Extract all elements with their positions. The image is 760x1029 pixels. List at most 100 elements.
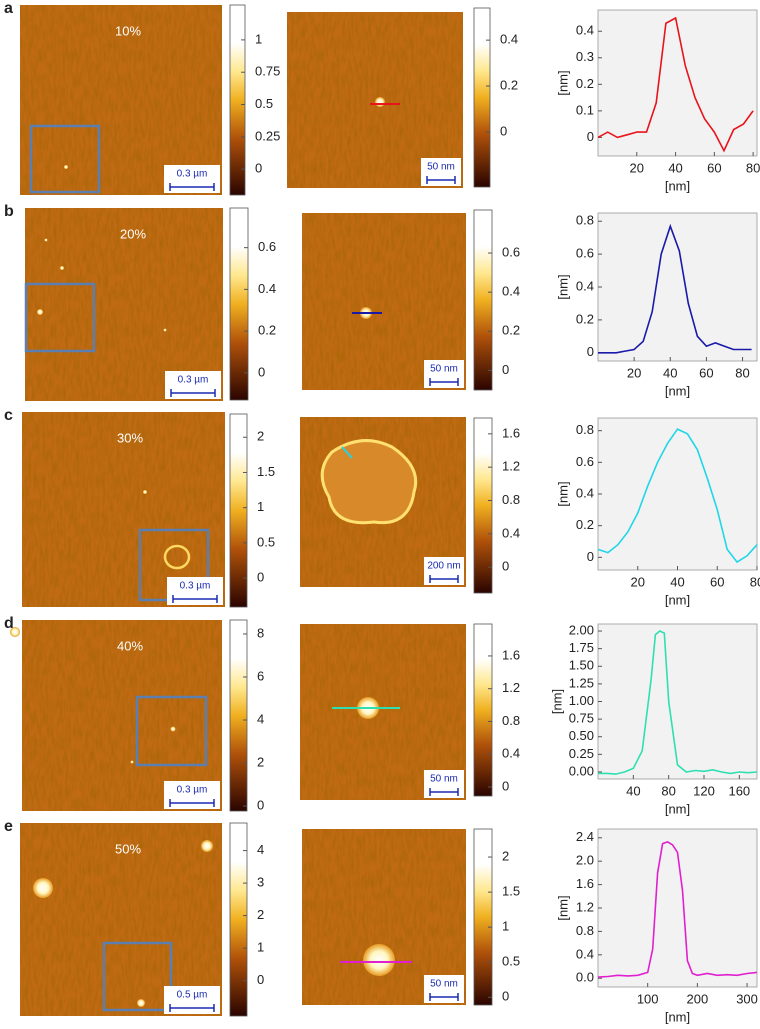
colorbar-tick-label: 4 xyxy=(257,711,264,726)
colorbar-tick-label: 3 xyxy=(257,875,264,890)
y-tick-label: 0.6 xyxy=(576,454,594,469)
colorbar-tick-label: 0 xyxy=(502,989,509,1004)
x-axis-label: [nm] xyxy=(665,801,690,816)
scale-bar-label: 0.3 µm xyxy=(177,785,208,796)
y-tick-label: 0.4 xyxy=(576,278,594,293)
x-tick-label: 100 xyxy=(637,991,659,1006)
colorbar-tick-label: 0.4 xyxy=(502,284,520,299)
colorbar-tick-label: 0 xyxy=(257,797,264,812)
colorbar-tick-label: 2 xyxy=(257,754,264,769)
colorbar-tick-label: 1.6 xyxy=(502,647,520,662)
x-tick-label: 20 xyxy=(630,160,644,175)
y-tick-label: 0.4 xyxy=(576,485,594,500)
plot-area xyxy=(597,9,758,157)
colorbar-tick-label: 0 xyxy=(502,778,509,793)
profile-curve xyxy=(597,428,758,564)
x-tick-label: 40 xyxy=(663,365,677,380)
colorbar-tick-label: 1.6 xyxy=(502,425,520,440)
panel-label: b xyxy=(4,203,14,220)
y-tick-label: 0.25 xyxy=(569,746,594,761)
colorbar-tick-label: 1.5 xyxy=(502,884,520,899)
colorbar-tick-label: 0.2 xyxy=(258,323,276,338)
y-tick-label: 1.25 xyxy=(569,675,594,690)
scale-bar-label: 0.3 µm xyxy=(180,581,211,592)
y-tick-label: 0.8 xyxy=(576,923,594,938)
panel-label: c xyxy=(4,407,13,424)
x-tick-label: 120 xyxy=(693,783,715,798)
colorbar-tick-label: 0.6 xyxy=(502,244,520,259)
afm-feature xyxy=(130,760,134,764)
colorbar-tick-label: 0.25 xyxy=(255,128,280,143)
colorbar-tick-label: 0 xyxy=(255,161,262,176)
afm-texture xyxy=(22,412,225,607)
scale-bar-label: 0.3 µm xyxy=(178,375,209,386)
scale-bar-bg xyxy=(167,577,223,605)
y-axis-label: [nm] xyxy=(555,481,570,506)
colorbar-tick-label: 0.5 xyxy=(257,534,275,549)
afm-feature xyxy=(37,309,43,315)
colorbar-tick-label: 0.4 xyxy=(502,746,520,761)
selection-box xyxy=(29,124,101,194)
colorbar-tick-label: 1.5 xyxy=(257,464,275,479)
scale-bar-label: 50 nm xyxy=(430,774,458,785)
afm-feature xyxy=(163,328,167,332)
y-tick-label: 0.8 xyxy=(576,422,594,437)
x-tick-label: 40 xyxy=(626,783,640,798)
afm-feature xyxy=(44,238,48,242)
afm-texture xyxy=(20,5,222,195)
colorbar-tick-label: 0.2 xyxy=(500,77,518,92)
x-tick-label: 200 xyxy=(687,991,709,1006)
y-tick-label: 0.2 xyxy=(576,76,594,91)
scale-bar-bg xyxy=(164,781,220,809)
colorbar-tick-label: 4 xyxy=(257,842,264,857)
afm-feature xyxy=(163,544,191,570)
colorbar-tick-label: 2 xyxy=(257,907,264,922)
scale-bar-label: 50 nm xyxy=(430,979,458,990)
afm-feature xyxy=(10,627,20,637)
afm-feature xyxy=(33,878,53,898)
colorbar-tick-label: 0.8 xyxy=(502,713,520,728)
colorbar-tick-label: 0 xyxy=(257,972,264,987)
y-tick-label: 2.4 xyxy=(576,829,594,844)
x-axis-label: [nm] xyxy=(665,592,690,607)
selection-box xyxy=(24,282,96,353)
x-tick-label: 80 xyxy=(746,160,760,175)
y-axis-label: [nm] xyxy=(549,689,564,714)
x-tick-label: 40 xyxy=(670,574,684,589)
scale-bar-label: 200 nm xyxy=(427,561,460,572)
colorbar xyxy=(229,207,249,401)
concentration-label: 40% xyxy=(117,638,143,653)
y-tick-label: 1.00 xyxy=(569,693,594,708)
colorbar xyxy=(229,413,248,608)
afm-feature xyxy=(320,439,418,525)
y-tick-label: 0.8 xyxy=(576,213,594,228)
colorbar-tick-label: 2 xyxy=(257,429,264,444)
selection-box xyxy=(102,941,173,1012)
y-tick-label: 0.4 xyxy=(576,946,594,961)
y-tick-label: 0.2 xyxy=(576,311,594,326)
colorbar-tick-label: 0 xyxy=(502,362,509,377)
colorbar-tick-label: 1 xyxy=(502,919,509,934)
colorbar xyxy=(229,822,248,1017)
x-tick-label: 60 xyxy=(707,160,721,175)
afm-feature xyxy=(64,165,68,169)
colorbar-tick-label: 1.2 xyxy=(502,680,520,695)
afm-feature xyxy=(363,944,395,976)
y-tick-label: 1.75 xyxy=(569,640,594,655)
afm-feature xyxy=(137,999,145,1007)
profile-curve xyxy=(598,223,752,354)
y-axis-label: [nm] xyxy=(555,895,570,920)
afm-texture xyxy=(22,620,222,811)
y-tick-label: 0.75 xyxy=(569,711,594,726)
scale-bar-bg xyxy=(164,986,220,1014)
colorbar-tick-label: 0.4 xyxy=(500,32,518,47)
x-tick-label: 160 xyxy=(728,783,750,798)
colorbar-tick-label: 0.75 xyxy=(255,64,280,79)
colorbar-tick-label: 0.5 xyxy=(502,954,520,969)
scale-bar-label: 50 nm xyxy=(427,162,455,173)
afm-feature xyxy=(60,266,64,270)
panel-label: a xyxy=(4,0,13,17)
colorbar-tick-label: 1 xyxy=(257,499,264,514)
colorbar-tick-label: 0 xyxy=(502,559,509,574)
profile-line xyxy=(341,446,353,459)
